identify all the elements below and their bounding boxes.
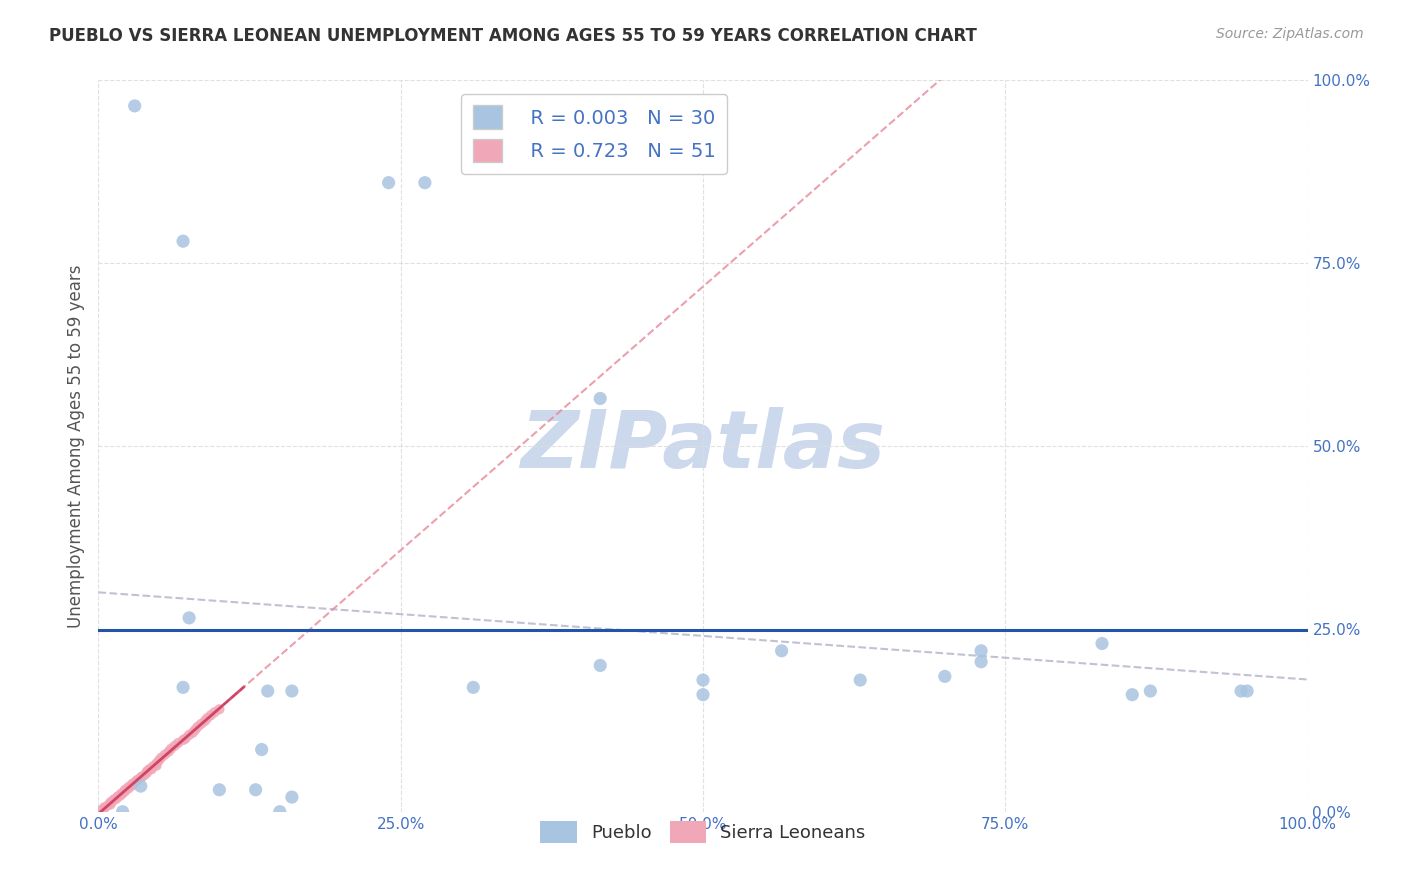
Y-axis label: Unemployment Among Ages 55 to 59 years: Unemployment Among Ages 55 to 59 years bbox=[66, 264, 84, 628]
Point bbox=[138, 762, 160, 776]
Point bbox=[134, 768, 156, 782]
Point bbox=[127, 773, 149, 788]
Point bbox=[934, 669, 956, 683]
Point bbox=[142, 759, 165, 773]
Point bbox=[111, 805, 134, 819]
Point bbox=[256, 684, 278, 698]
Point bbox=[200, 708, 222, 723]
Point bbox=[100, 795, 122, 809]
Point bbox=[141, 762, 163, 776]
Point bbox=[208, 702, 231, 716]
Point bbox=[93, 801, 115, 815]
Point bbox=[187, 720, 209, 734]
Point bbox=[97, 798, 120, 813]
Point bbox=[101, 794, 124, 808]
Point bbox=[129, 770, 152, 784]
Point bbox=[105, 791, 128, 805]
Point bbox=[108, 789, 131, 803]
Point bbox=[135, 766, 157, 780]
Point bbox=[110, 787, 132, 801]
Text: Source: ZipAtlas.com: Source: ZipAtlas.com bbox=[1216, 27, 1364, 41]
Point bbox=[135, 764, 157, 779]
Point bbox=[100, 797, 122, 812]
Point bbox=[377, 176, 399, 190]
Point bbox=[1230, 684, 1253, 698]
Point bbox=[172, 681, 194, 695]
Point bbox=[93, 800, 115, 814]
Point bbox=[181, 725, 204, 739]
Point bbox=[90, 803, 112, 817]
Point bbox=[194, 714, 217, 728]
Point bbox=[195, 711, 218, 725]
Point bbox=[589, 392, 612, 406]
Point bbox=[124, 775, 146, 789]
Point bbox=[114, 782, 136, 797]
Point bbox=[118, 781, 141, 796]
Point bbox=[107, 789, 129, 804]
Point bbox=[153, 747, 176, 762]
Point bbox=[281, 790, 304, 805]
Point bbox=[849, 673, 872, 687]
Point bbox=[174, 731, 197, 746]
Point bbox=[124, 99, 146, 113]
Point bbox=[114, 784, 136, 798]
Point bbox=[172, 234, 194, 248]
Point bbox=[970, 644, 993, 658]
Point bbox=[179, 611, 201, 625]
Point bbox=[692, 688, 714, 702]
Point bbox=[103, 792, 125, 806]
Point bbox=[413, 176, 436, 190]
Point bbox=[148, 754, 170, 768]
Point bbox=[589, 658, 612, 673]
Point bbox=[172, 733, 194, 747]
Point bbox=[121, 778, 143, 792]
Point bbox=[281, 684, 304, 698]
Point bbox=[111, 787, 134, 801]
Point bbox=[269, 805, 291, 819]
Point bbox=[1121, 688, 1143, 702]
Point bbox=[150, 750, 173, 764]
Point bbox=[1139, 684, 1161, 698]
Point bbox=[1091, 636, 1114, 650]
Text: ZIPatlas: ZIPatlas bbox=[520, 407, 886, 485]
Point bbox=[129, 779, 152, 793]
Point bbox=[160, 741, 183, 756]
Point bbox=[190, 717, 212, 731]
Legend: Pueblo, Sierra Leoneans: Pueblo, Sierra Leoneans bbox=[533, 814, 873, 850]
Point bbox=[463, 681, 485, 695]
Point bbox=[1236, 684, 1258, 698]
Point bbox=[179, 728, 201, 742]
Point bbox=[163, 739, 186, 753]
Point bbox=[167, 736, 190, 750]
Point bbox=[145, 758, 167, 772]
Point bbox=[208, 782, 231, 797]
Point bbox=[204, 705, 226, 719]
Point bbox=[250, 742, 273, 756]
Point bbox=[770, 644, 793, 658]
Point bbox=[157, 745, 180, 759]
Text: PUEBLO VS SIERRA LEONEAN UNEMPLOYMENT AMONG AGES 55 TO 59 YEARS CORRELATION CHAR: PUEBLO VS SIERRA LEONEAN UNEMPLOYMENT AM… bbox=[49, 27, 977, 45]
Point bbox=[184, 723, 207, 737]
Point bbox=[245, 782, 267, 797]
Point bbox=[692, 673, 714, 687]
Point bbox=[118, 780, 141, 794]
Point bbox=[145, 756, 167, 771]
Point bbox=[127, 773, 149, 788]
Point bbox=[121, 777, 143, 791]
Point bbox=[970, 655, 993, 669]
Point bbox=[131, 770, 153, 784]
